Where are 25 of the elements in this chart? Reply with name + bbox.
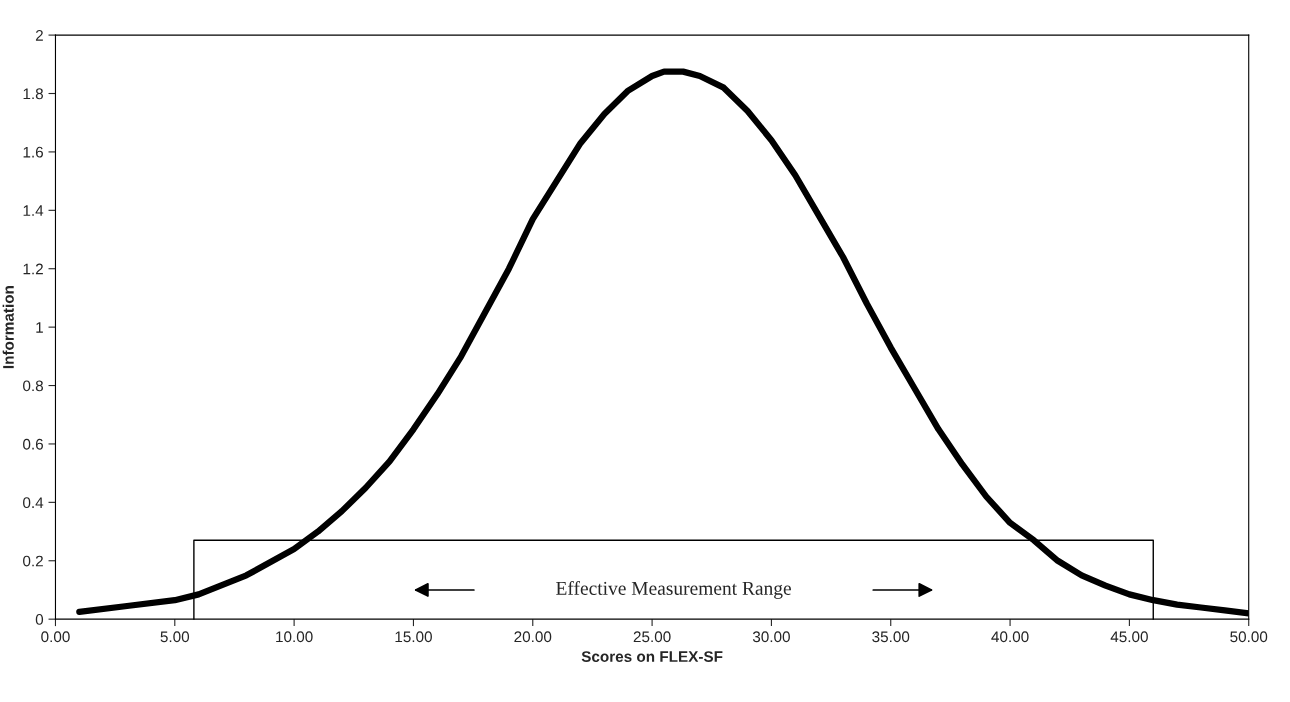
x-tick-label: 5.00 [160, 631, 190, 643]
y-tick-label: 0.8 [23, 380, 43, 392]
x-tick-label: 0.00 [41, 631, 70, 643]
y-tick-label: 1 [36, 322, 43, 333]
y-tick-label: 0.6 [23, 438, 43, 450]
x-tick-label: 30.00 [752, 631, 790, 643]
x-tick-label: 10.00 [276, 631, 313, 643]
x-axis-title: Scores on FLEX-SF [581, 651, 723, 662]
y-tick-label: 1.2 [23, 263, 43, 275]
x-tick-label: 25.00 [633, 631, 671, 643]
x-tick-label: 45.00 [1110, 631, 1148, 643]
x-tick-label: 40.00 [991, 631, 1029, 643]
y-tick-label: 1.6 [23, 146, 43, 158]
annotation: Effective Measurement Range [556, 581, 791, 599]
x-tick-label: 15.00 [395, 631, 432, 643]
y-tick-label: 2 [35, 29, 43, 41]
y-tick-label: 0.2 [23, 555, 43, 567]
y-tick-label: 0 [35, 614, 44, 625]
x-tick-label: 20.00 [514, 631, 552, 643]
y-tick-label: 1.8 [23, 88, 43, 100]
x-tick-label: 35.00 [872, 631, 910, 643]
x-tick-label: 50.00 [1230, 631, 1268, 643]
y-tick-label: 0.4 [23, 497, 44, 509]
y-axis-title: Information [2, 286, 14, 369]
y-tick-label: 1.4 [23, 205, 44, 216]
